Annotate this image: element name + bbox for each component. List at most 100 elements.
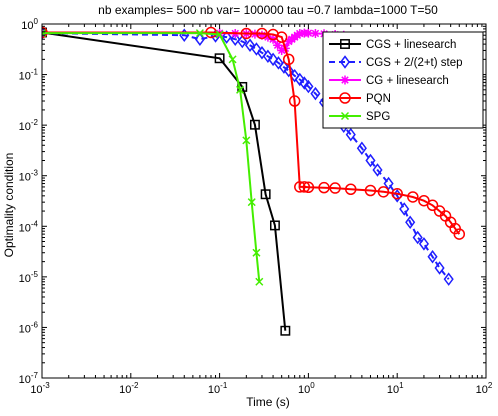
data-point-cgs-2-2-t-step bbox=[299, 76, 310, 90]
data-point-cgs-2-2-t-step bbox=[273, 56, 284, 70]
data-point-cgs-2-2-t-step bbox=[262, 49, 273, 64]
data-point-cgs-2-2-t-step bbox=[365, 153, 376, 168]
series-cgs-linesearch bbox=[42, 27, 291, 336]
x-tick-label: 10-1 bbox=[208, 381, 228, 396]
data-point-pqn bbox=[294, 181, 306, 193]
legend-entry-cgs-2-2-t-step: CGS + 2/(2+t) step bbox=[329, 55, 463, 69]
data-point-cgs-2-2-t-step bbox=[399, 202, 410, 216]
data-point-pqn bbox=[329, 182, 341, 194]
legend-marker bbox=[340, 75, 350, 85]
legend-label: PQN bbox=[366, 93, 391, 105]
x-tick-label: 100 bbox=[298, 381, 315, 396]
legend-label: CGS + 2/(2+t) step bbox=[366, 57, 463, 69]
plot-frame bbox=[41, 23, 487, 379]
y-tick-label: 10-7 bbox=[19, 371, 39, 386]
data-point-spg bbox=[215, 30, 224, 39]
data-point-cgs-linesearch bbox=[269, 220, 280, 231]
data-point-cg-linesearch bbox=[310, 28, 320, 38]
data-point-spg bbox=[252, 248, 261, 257]
y-tick-label: 10-6 bbox=[19, 320, 39, 335]
data-point-pqn bbox=[418, 194, 430, 207]
data-point-spg bbox=[247, 198, 256, 207]
legend-label: CGS + linesearch bbox=[366, 39, 456, 51]
data-point-cgs-linesearch bbox=[249, 119, 260, 130]
data-point-cgs-linesearch bbox=[260, 189, 271, 200]
data-point-cgs-2-2-t-step bbox=[294, 72, 305, 87]
data-point-cgs-2-2-t-step bbox=[194, 32, 205, 46]
legend-marker bbox=[339, 55, 351, 69]
data-point-pqn bbox=[426, 199, 439, 212]
series-line-spg bbox=[42, 32, 261, 282]
data-point-spg bbox=[228, 55, 237, 64]
data-point-spg bbox=[255, 277, 264, 286]
data-point-cgs-2-2-t-step bbox=[310, 86, 321, 101]
y-tick-label: 10-1 bbox=[19, 68, 39, 83]
x-tick-label: 10-2 bbox=[119, 381, 139, 396]
series-line-pqn bbox=[42, 31, 461, 235]
data-point-cgs-2-2-t-step bbox=[237, 34, 248, 49]
legend-entry-cg-linesearch: CG + linesearch bbox=[329, 75, 449, 87]
data-point-pqn bbox=[205, 26, 217, 39]
axes: 10-3 10-2 10-1 100 101 102 10-7 10-6 10-5 10-4 10-… bbox=[19, 17, 493, 396]
data-point-pqn bbox=[298, 181, 311, 193]
legend-marker bbox=[340, 111, 350, 121]
data-point-pqn bbox=[391, 187, 403, 200]
y-tick-label: 10-2 bbox=[19, 118, 39, 133]
data-point-cgs-2-2-t-step bbox=[434, 261, 445, 275]
legend-entry-spg: SPG bbox=[329, 111, 390, 123]
data-point-cgs-2-2-t-step bbox=[256, 46, 268, 60]
legend-marker bbox=[340, 39, 350, 49]
data-point-pqn bbox=[282, 53, 295, 66]
data-point-cgs-2-2-t-step bbox=[356, 141, 367, 155]
data-point-spg bbox=[242, 136, 251, 145]
data-point-pqn bbox=[288, 95, 301, 107]
data-point-cg-linesearch bbox=[295, 28, 305, 38]
x-tick-label: 10-3 bbox=[30, 381, 50, 396]
data-point-cgs-2-2-t-step bbox=[345, 127, 356, 142]
data-point-cgs-2-2-t-step bbox=[230, 32, 241, 46]
data-point-cgs-2-2-t-step bbox=[278, 60, 289, 74]
y-axis-label: Optimality condition bbox=[2, 153, 16, 258]
data-point-cgs-2-2-t-step bbox=[289, 68, 300, 83]
data-point-cgs-2-2-t-step bbox=[283, 63, 294, 78]
data-point-pqn bbox=[364, 184, 377, 197]
data-point-pqn bbox=[302, 181, 315, 194]
x-tick-label: 102 bbox=[476, 381, 493, 396]
data-point-cg-linesearch bbox=[257, 30, 267, 40]
legend-label: SPG bbox=[366, 111, 390, 123]
data-point-pqn bbox=[275, 31, 288, 43]
data-point-cgs-2-2-t-step bbox=[221, 30, 232, 44]
data-point-cgs-2-2-t-step bbox=[412, 230, 423, 245]
data-point-pqn bbox=[407, 191, 419, 203]
legend-marker bbox=[339, 92, 351, 104]
data-point-cgs-2-2-t-step bbox=[427, 249, 438, 264]
legend-entry-cgs-linesearch: CGS + linesearch bbox=[329, 39, 456, 51]
chart-title: nb examples= 500 nb var= 100000 tau =0.7… bbox=[98, 3, 438, 17]
data-point-cgs-2-2-t-step bbox=[372, 163, 383, 177]
data-point-pqn bbox=[318, 181, 330, 194]
series-pqn bbox=[42, 26, 466, 240]
data-point-pqn bbox=[345, 183, 357, 195]
y-tick-label: 10-5 bbox=[19, 270, 39, 285]
data-point-cgs-2-2-t-step bbox=[443, 272, 454, 286]
data-point-cg-linesearch bbox=[303, 28, 313, 38]
data-point-cgs-2-2-t-step bbox=[303, 79, 314, 94]
x-tick-label: 101 bbox=[387, 381, 404, 396]
data-point-cgs-2-2-t-step bbox=[383, 176, 394, 191]
y-tick-label: 100 bbox=[21, 17, 38, 32]
plot-area bbox=[42, 26, 471, 336]
data-point-cgs-2-2-t-step bbox=[418, 237, 429, 251]
data-point-pqn bbox=[377, 186, 390, 198]
x-axis-label: Time (s) bbox=[246, 395, 290, 409]
data-point-cgs-2-2-t-step bbox=[244, 38, 256, 53]
data-point-cg-linesearch bbox=[277, 45, 287, 55]
data-point-cgs-2-2-t-step bbox=[268, 52, 279, 67]
y-tick-label: 10-4 bbox=[19, 219, 39, 234]
data-point-spg bbox=[195, 29, 204, 38]
y-tick-label: 10-3 bbox=[19, 169, 39, 184]
legend-entry-pqn: PQN bbox=[329, 92, 391, 105]
data-point-spg bbox=[236, 85, 245, 94]
data-point-cg-linesearch bbox=[263, 32, 273, 42]
